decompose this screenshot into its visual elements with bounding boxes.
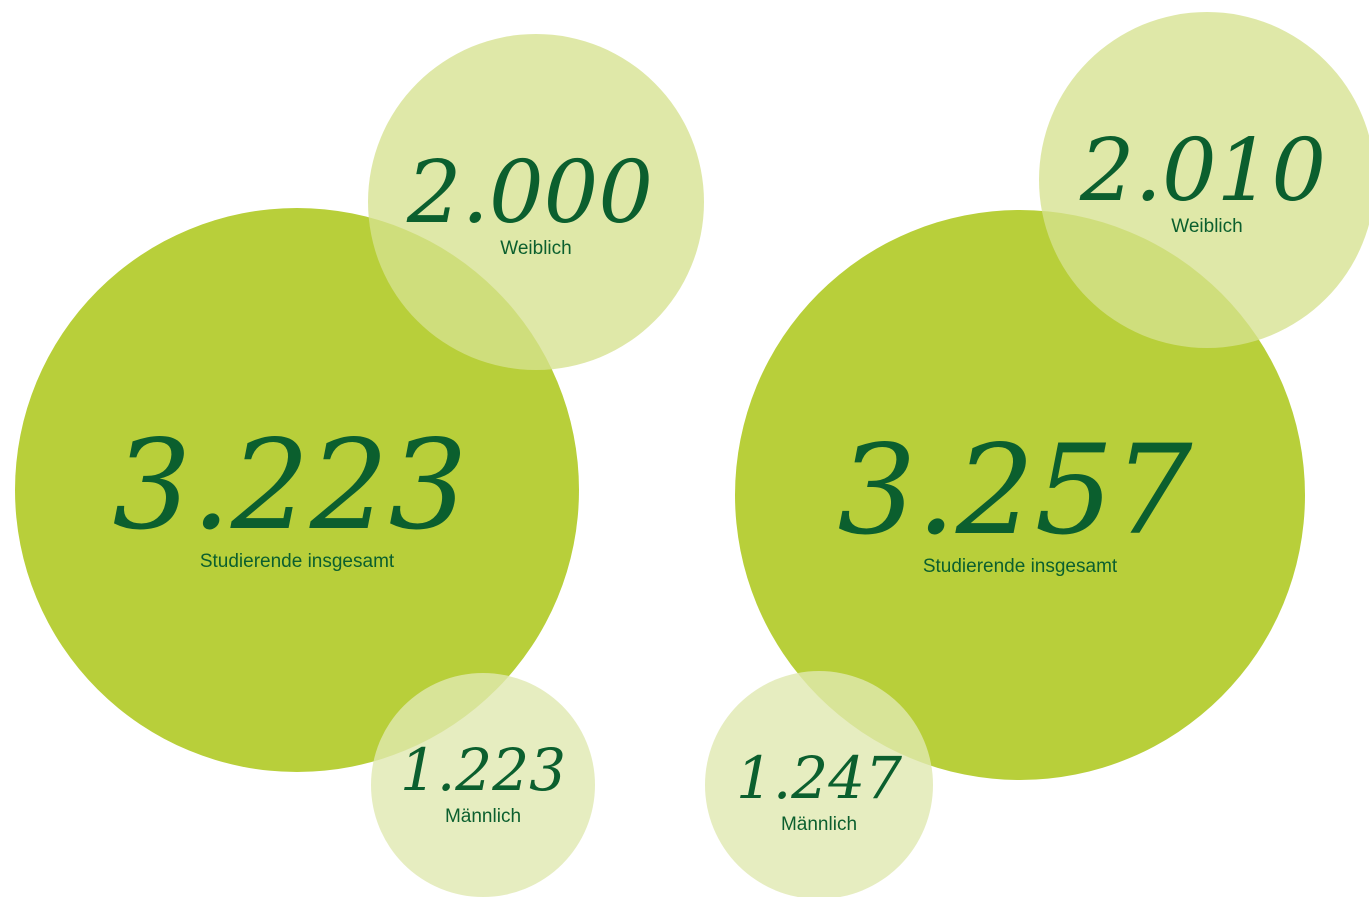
male-label: Männlich [445, 806, 521, 827]
female-bubble [368, 34, 704, 370]
female-value: 2.010 [1079, 121, 1326, 221]
total-label: Studierende insgesamt [923, 556, 1118, 577]
total-bubble [15, 208, 579, 772]
male-value: 1.247 [736, 744, 902, 812]
male-label: Männlich [781, 814, 857, 835]
total-bubble [735, 210, 1305, 780]
female-label: Weiblich [500, 238, 571, 259]
male-bubble [705, 671, 933, 897]
female-value: 2.000 [406, 143, 653, 243]
female-label: Weiblich [1171, 216, 1242, 237]
total-label: Studierende insgesamt [200, 551, 395, 572]
total-value: 3.223 [113, 414, 468, 558]
female-bubble [1039, 12, 1369, 348]
male-bubble [371, 673, 595, 897]
total-value: 3.257 [838, 419, 1193, 563]
male-value: 1.223 [400, 736, 566, 804]
